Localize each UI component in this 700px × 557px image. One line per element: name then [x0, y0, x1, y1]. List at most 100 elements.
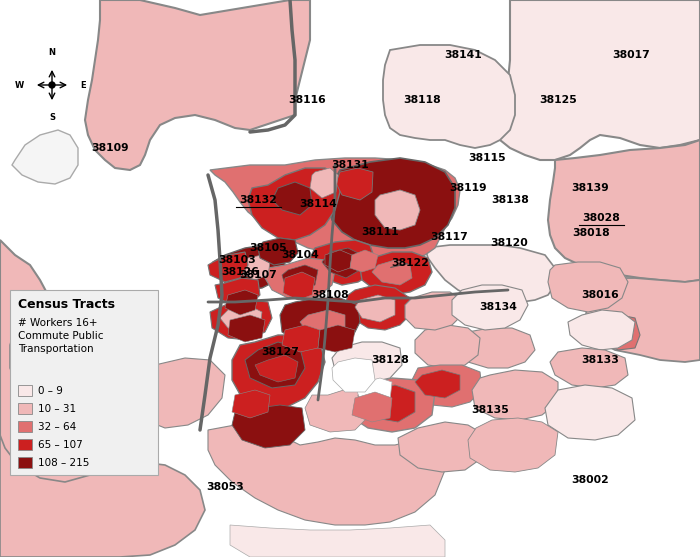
Polygon shape	[350, 250, 378, 272]
Circle shape	[49, 82, 55, 88]
Polygon shape	[232, 390, 270, 418]
Polygon shape	[85, 0, 310, 170]
Text: 38002: 38002	[571, 475, 609, 485]
Polygon shape	[468, 418, 558, 472]
Polygon shape	[398, 422, 485, 472]
Text: 10 – 31: 10 – 31	[38, 403, 76, 413]
Polygon shape	[282, 265, 318, 290]
Text: S: S	[49, 113, 55, 122]
Text: 38126: 38126	[221, 267, 259, 277]
Text: 38017: 38017	[612, 50, 650, 60]
Polygon shape	[245, 342, 305, 388]
Polygon shape	[548, 262, 628, 312]
Polygon shape	[358, 385, 415, 422]
Polygon shape	[332, 342, 402, 382]
Polygon shape	[300, 310, 345, 340]
Polygon shape	[220, 305, 262, 333]
Polygon shape	[213, 245, 285, 290]
Text: 65 – 107: 65 – 107	[38, 439, 83, 449]
Polygon shape	[415, 325, 480, 368]
Polygon shape	[210, 158, 460, 262]
Polygon shape	[240, 255, 270, 280]
Polygon shape	[600, 315, 640, 350]
Polygon shape	[360, 252, 432, 295]
Polygon shape	[545, 385, 635, 440]
Text: 38016: 38016	[581, 290, 619, 300]
Text: 38053: 38053	[206, 482, 244, 492]
Polygon shape	[310, 168, 338, 198]
Text: W: W	[15, 81, 24, 90]
Text: Census Tracts: Census Tracts	[18, 298, 115, 311]
Text: 38135: 38135	[471, 405, 509, 415]
Polygon shape	[495, 0, 700, 160]
Polygon shape	[550, 348, 628, 388]
Polygon shape	[272, 182, 312, 215]
Bar	[18, 385, 32, 396]
Polygon shape	[336, 168, 373, 200]
Bar	[10, 290, 158, 475]
Polygon shape	[215, 278, 260, 305]
Text: 38109: 38109	[91, 143, 129, 153]
Polygon shape	[345, 285, 410, 330]
Bar	[18, 439, 32, 450]
Polygon shape	[208, 425, 445, 525]
Polygon shape	[265, 258, 335, 300]
Polygon shape	[425, 245, 555, 303]
Text: 38132: 38132	[239, 195, 277, 205]
Text: 38138: 38138	[491, 195, 529, 205]
Polygon shape	[318, 325, 355, 352]
Polygon shape	[230, 525, 445, 557]
Polygon shape	[135, 358, 225, 428]
Polygon shape	[0, 420, 205, 557]
Polygon shape	[10, 305, 152, 425]
Polygon shape	[352, 392, 392, 422]
Polygon shape	[283, 272, 315, 300]
Polygon shape	[455, 328, 535, 368]
Text: # Workers 16+
Commute Public
Transportation: # Workers 16+ Commute Public Transportat…	[18, 318, 104, 354]
Text: 38115: 38115	[468, 153, 506, 163]
Polygon shape	[412, 365, 482, 407]
Text: 38111: 38111	[361, 227, 399, 237]
Polygon shape	[248, 168, 340, 240]
Polygon shape	[586, 278, 700, 362]
Text: N: N	[48, 48, 55, 57]
Polygon shape	[332, 358, 375, 392]
Polygon shape	[405, 292, 462, 330]
Polygon shape	[372, 260, 412, 285]
Text: 38104: 38104	[281, 250, 319, 260]
Polygon shape	[78, 390, 122, 418]
Polygon shape	[258, 238, 298, 265]
Text: 38133: 38133	[581, 355, 619, 365]
Text: 38122: 38122	[391, 258, 429, 268]
Polygon shape	[310, 240, 375, 285]
Polygon shape	[383, 45, 515, 148]
Polygon shape	[0, 240, 155, 555]
Polygon shape	[232, 405, 305, 448]
Text: 38117: 38117	[430, 232, 468, 242]
Polygon shape	[210, 300, 272, 340]
Text: 38114: 38114	[299, 199, 337, 209]
Polygon shape	[65, 365, 112, 395]
Polygon shape	[255, 355, 298, 382]
Text: 38105: 38105	[249, 243, 287, 253]
Text: 38107: 38107	[239, 270, 277, 280]
Text: 38108: 38108	[312, 290, 349, 300]
Polygon shape	[325, 250, 352, 272]
Polygon shape	[72, 330, 128, 372]
Polygon shape	[12, 130, 78, 184]
Text: 38134: 38134	[479, 302, 517, 312]
Polygon shape	[568, 310, 635, 350]
Polygon shape	[228, 315, 265, 342]
Polygon shape	[328, 158, 455, 248]
Polygon shape	[208, 252, 248, 282]
Text: 38103: 38103	[218, 255, 256, 265]
Polygon shape	[375, 190, 420, 230]
Polygon shape	[305, 388, 370, 432]
Text: 38125: 38125	[539, 95, 577, 105]
Text: 38127: 38127	[261, 347, 299, 357]
Text: 38131: 38131	[331, 160, 369, 170]
Polygon shape	[232, 335, 325, 408]
Text: E: E	[80, 81, 85, 90]
Polygon shape	[225, 290, 258, 315]
Polygon shape	[452, 285, 528, 330]
